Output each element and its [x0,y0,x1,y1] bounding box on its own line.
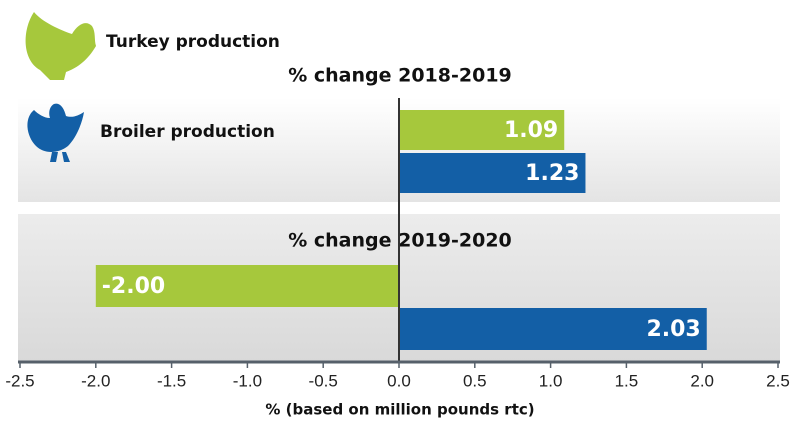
value-label: 1.09 [504,118,558,143]
x-tick-label: 2.5 [766,371,790,390]
x-tick-label: 0.5 [463,371,487,390]
x-tick-label: -0.5 [309,371,338,390]
bar [95,265,400,307]
bar [399,308,707,350]
x-tick-label: -2.0 [81,371,110,390]
x-tick-label: 2.0 [690,371,714,390]
legend-label: Broiler production [100,122,275,142]
bar [399,110,565,150]
group-title: % change 2018-2019 [288,65,512,87]
value-label: 1.23 [525,161,579,186]
bar [399,153,586,193]
value-label: 2.03 [646,317,700,342]
value-label: -2.00 [102,274,165,299]
x-tick-label: -1.5 [157,371,186,390]
x-tick-label: 0.0 [387,371,411,390]
turkey-icon [25,12,97,80]
x-tick-label: -2.5 [5,371,34,390]
x-tick-label: 1.0 [539,371,563,390]
x-tick-label: -1.0 [233,371,262,390]
broiler-icon [27,103,85,162]
x-tick-label: 1.5 [615,371,639,390]
legend-label: Turkey production [106,32,280,52]
x-axis-label: % (based on million pounds rtc) [265,401,534,419]
